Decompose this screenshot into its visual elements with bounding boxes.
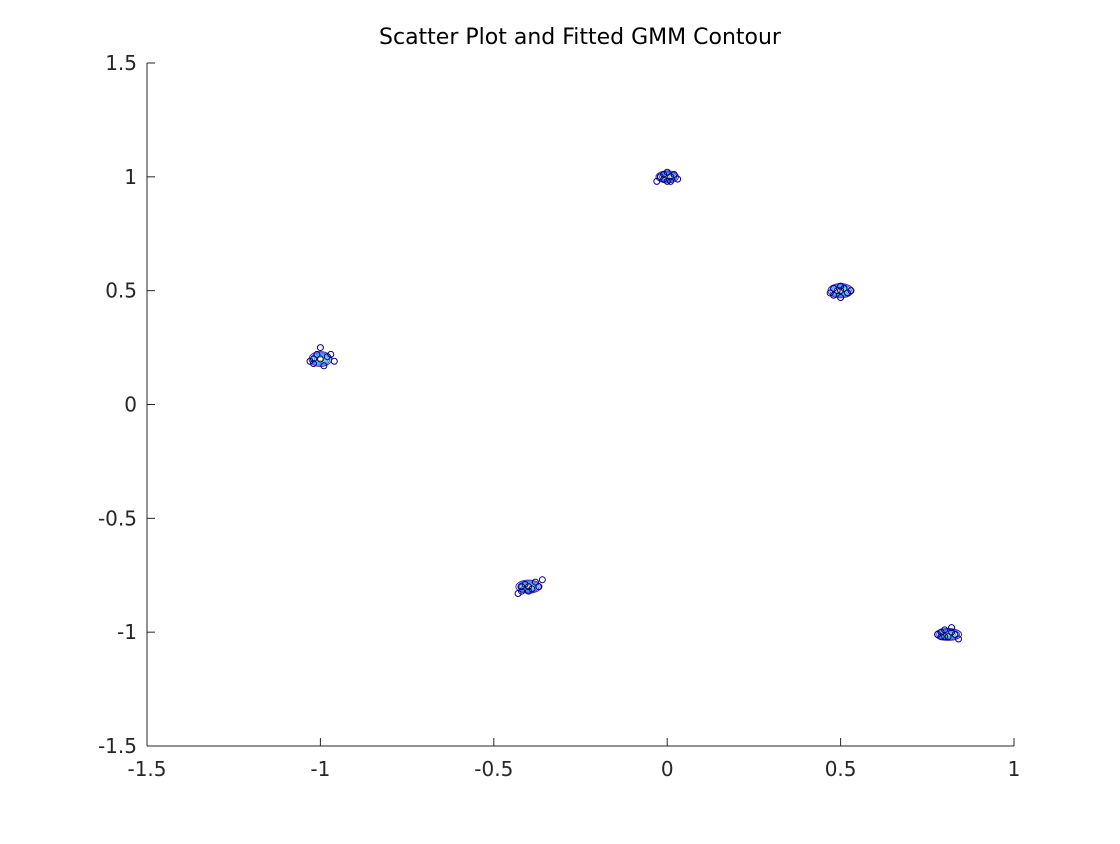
data-point bbox=[844, 289, 852, 297]
data-point bbox=[524, 583, 532, 591]
data-point bbox=[830, 291, 838, 299]
data-point bbox=[833, 287, 841, 295]
y-tick-label: 1.5 bbox=[105, 51, 137, 75]
x-tick-label: 1 bbox=[1008, 757, 1021, 781]
gmm-contour bbox=[515, 579, 542, 594]
data-point bbox=[667, 173, 675, 181]
data-point bbox=[320, 362, 328, 370]
data-point bbox=[313, 350, 321, 358]
x-tick-label: -0.5 bbox=[474, 757, 513, 781]
data-point bbox=[538, 576, 546, 584]
data-point bbox=[656, 173, 664, 181]
data-point bbox=[330, 357, 338, 365]
data-point bbox=[937, 633, 945, 641]
data-point bbox=[826, 289, 834, 297]
data-point bbox=[944, 633, 952, 641]
data-point bbox=[948, 628, 956, 636]
x-tick-label: 0 bbox=[661, 757, 674, 781]
data-point bbox=[674, 175, 682, 183]
data-point bbox=[847, 287, 855, 295]
gmm-contour bbox=[517, 580, 540, 593]
data-point bbox=[837, 287, 845, 295]
gmm-contour bbox=[519, 581, 538, 592]
data-point bbox=[316, 344, 324, 352]
data-point bbox=[660, 175, 668, 183]
data-point bbox=[528, 585, 536, 593]
contour-layer bbox=[308, 170, 963, 641]
data-point bbox=[518, 587, 526, 595]
gmm-contour bbox=[317, 356, 324, 362]
x-tick-label: -1.5 bbox=[127, 757, 166, 781]
data-point bbox=[955, 635, 963, 643]
y-tick-label: -0.5 bbox=[98, 506, 137, 530]
gmm-contour bbox=[521, 582, 536, 591]
data-point bbox=[663, 177, 671, 185]
data-point bbox=[948, 624, 956, 632]
data-point bbox=[316, 355, 324, 363]
x-tick-label: 0.5 bbox=[825, 757, 857, 781]
data-point bbox=[951, 630, 959, 638]
gmm-contour bbox=[944, 632, 952, 637]
gmm-contour bbox=[655, 170, 679, 184]
data-point bbox=[653, 177, 661, 185]
data-point bbox=[660, 171, 668, 179]
data-point bbox=[830, 284, 838, 292]
x-tick-label: -1 bbox=[310, 757, 330, 781]
axes-layer bbox=[146, 63, 1014, 747]
y-tick-label: 0.5 bbox=[105, 279, 137, 303]
data-point bbox=[309, 355, 317, 363]
x-ticks: -1.5 -1 -0.5 0 0.5 1 bbox=[127, 738, 1020, 781]
data-point bbox=[840, 284, 848, 292]
data-point bbox=[535, 583, 543, 591]
y-ticks: -1.5 -1 -0.5 0 0.5 1 1.5 bbox=[98, 51, 155, 758]
data-point bbox=[514, 589, 522, 597]
y-tick-label: -1.5 bbox=[98, 734, 137, 758]
data-point bbox=[521, 580, 529, 588]
data-point bbox=[934, 630, 942, 638]
gmm-contour bbox=[313, 354, 327, 364]
data-point bbox=[663, 168, 671, 176]
data-point bbox=[531, 578, 539, 586]
data-point bbox=[837, 293, 845, 301]
data-point bbox=[327, 350, 335, 358]
gmm-contour bbox=[829, 284, 852, 298]
point-layer bbox=[306, 168, 963, 643]
data-point bbox=[937, 628, 945, 636]
data-point bbox=[306, 357, 314, 365]
data-point bbox=[670, 171, 678, 179]
data-point bbox=[941, 633, 949, 641]
y-tick-label: 0 bbox=[124, 393, 137, 417]
data-point bbox=[837, 282, 845, 290]
data-point bbox=[941, 626, 949, 634]
y-tick-label: -1 bbox=[117, 620, 137, 644]
data-point bbox=[309, 360, 317, 368]
y-tick-label: 1 bbox=[124, 165, 137, 189]
data-point bbox=[667, 177, 675, 185]
data-point bbox=[524, 587, 532, 595]
data-point bbox=[518, 583, 526, 591]
chart-title: Scatter Plot and Fitted GMM Contour bbox=[379, 25, 782, 50]
data-point bbox=[323, 353, 331, 361]
